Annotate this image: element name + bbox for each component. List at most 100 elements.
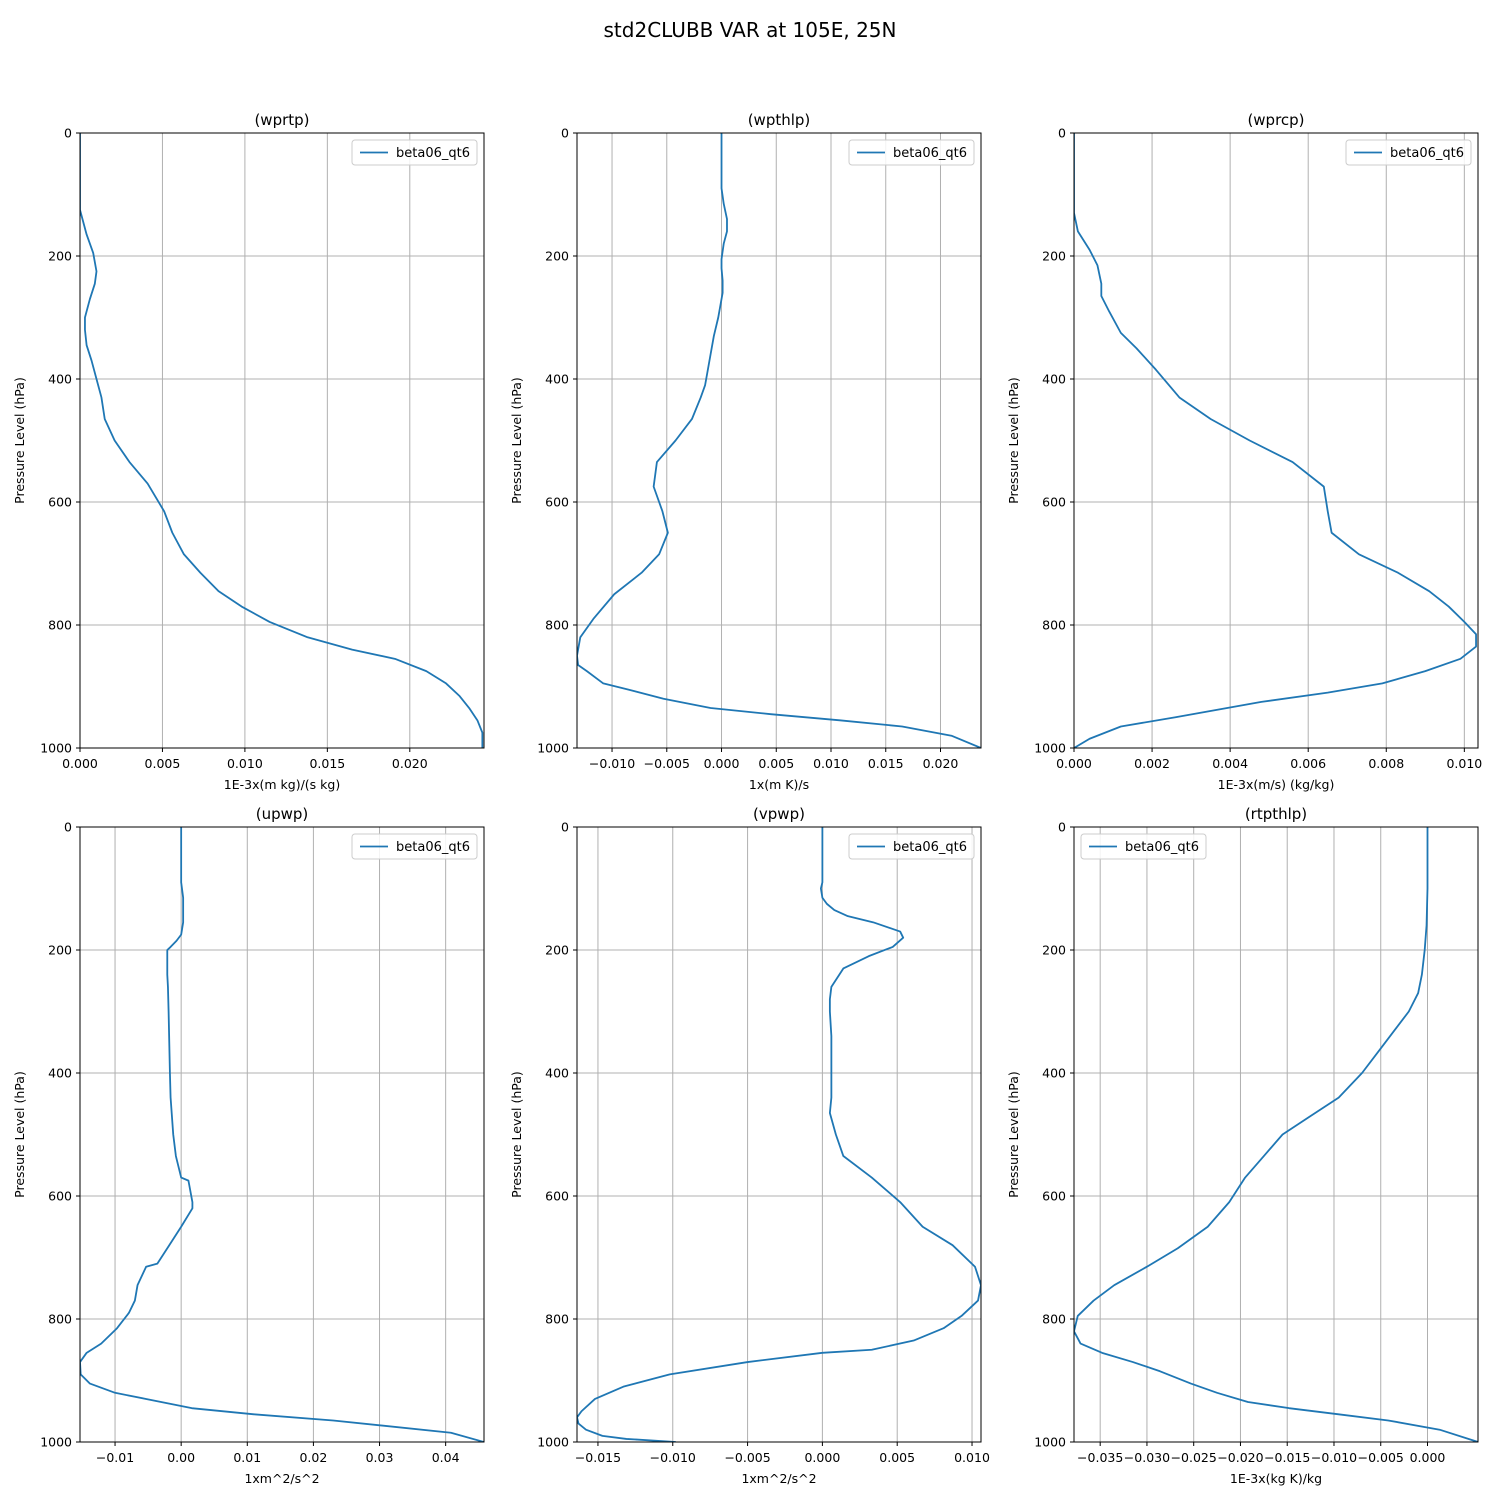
y-tick-label: 800 [545, 618, 569, 633]
legend-label: beta06_qt6 [893, 146, 967, 161]
y-tick-label: 400 [1042, 372, 1066, 387]
axes-frame [576, 132, 982, 749]
x-tick-label: 0.01 [233, 1450, 261, 1465]
legend-box [848, 833, 975, 860]
x-tick-label: 0.010 [1446, 756, 1482, 771]
y-tick-label: 200 [48, 249, 72, 264]
x-tick-label: 0.000 [1056, 756, 1092, 771]
legend: beta06_qt6 [351, 833, 478, 860]
y-axis-label: Pressure Level (hPa) [1006, 377, 1021, 504]
x-tick-label: −0.005 [644, 756, 690, 771]
x-tick-label: 0.010 [227, 756, 263, 771]
y-tick-label: 200 [545, 249, 569, 264]
x-tick-label: 0.000 [804, 1450, 840, 1465]
x-tick-label: 0.005 [145, 756, 181, 771]
x-tick-label: −0.010 [650, 1450, 696, 1465]
x-axis-label: 1xm^2/s^2 [741, 1471, 816, 1486]
x-tick-label: −0.035 [1077, 1450, 1123, 1465]
x-axis-label: 1x(m K)/s [749, 777, 809, 792]
y-tick-label: 400 [48, 372, 72, 387]
x-axis-label: 1xm^2/s^2 [244, 1471, 319, 1486]
axes-frame [79, 826, 485, 1443]
y-tick-label: 0 [64, 126, 72, 141]
x-tick-label: 0.015 [868, 756, 904, 771]
y-tick-label: 600 [545, 1189, 569, 1204]
x-tick-label: 0.010 [954, 1450, 990, 1465]
legend-box [1080, 833, 1207, 860]
x-axis-label: 1E-3x(m/s) (kg/kg) [1218, 777, 1335, 792]
subplot-1: 0.000 0.005 0.010 0.015 0.020 0 200 400 600 800 10… [12, 111, 485, 792]
y-axis-label: Pressure Level (hPa) [509, 1071, 524, 1198]
x-tick-label: 0.000 [62, 756, 98, 771]
subplot-title: (wpthlp) [748, 111, 811, 129]
series-line-beta06_qt6 [80, 827, 484, 1442]
y-tick-label: 600 [545, 495, 569, 510]
axes-frame [1073, 826, 1479, 1443]
x-tick-label: −0.01 [96, 1450, 134, 1465]
x-tick-label: 0.008 [1368, 756, 1404, 771]
x-tick-label: 0.005 [758, 756, 794, 771]
legend-box [351, 139, 478, 166]
y-tick-label: 0 [561, 126, 569, 141]
x-tick-label: −0.005 [1358, 1450, 1404, 1465]
x-tick-label: 0.02 [299, 1450, 327, 1465]
x-tick-label: 0.00 [167, 1450, 195, 1465]
legend: beta06_qt6 [848, 139, 975, 166]
x-tick-label: 0.000 [1410, 1450, 1446, 1465]
y-tick-label: 200 [545, 943, 569, 958]
x-tick-label: −0.010 [589, 756, 635, 771]
x-tick-label: 0.020 [923, 756, 959, 771]
y-tick-label: 400 [545, 372, 569, 387]
y-tick-label: 800 [1042, 1312, 1066, 1327]
x-tick-label: −0.025 [1171, 1450, 1217, 1465]
x-tick-label: −0.020 [1217, 1450, 1263, 1465]
x-tick-label: 0.010 [813, 756, 849, 771]
y-tick-label: 200 [1042, 249, 1066, 264]
y-tick-label: 1000 [537, 1435, 569, 1450]
series-line-beta06_qt6 [577, 133, 981, 748]
x-tick-label: 0.03 [366, 1450, 394, 1465]
x-tick-label: −0.030 [1124, 1450, 1170, 1465]
subplot-3: 0.000 0.002 0.004 0.006 0.008 0.010 0 200 400 600… [1006, 111, 1482, 792]
x-axis-label: 1E-3x(m kg)/(s kg) [224, 777, 340, 792]
subplot-title: (upwp) [256, 805, 309, 823]
y-tick-label: 600 [1042, 1189, 1066, 1204]
x-tick-label: 0.002 [1134, 756, 1170, 771]
y-tick-label: 400 [48, 1066, 72, 1081]
x-tick-label: 0.006 [1290, 756, 1326, 771]
y-tick-label: 600 [1042, 495, 1066, 510]
y-tick-label: 800 [48, 1312, 72, 1327]
series-line-beta06_qt6 [577, 827, 981, 1442]
y-tick-label: 400 [545, 1066, 569, 1081]
y-tick-label: 600 [48, 495, 72, 510]
x-tick-label: −0.005 [724, 1450, 770, 1465]
x-tick-label: 0.015 [309, 756, 345, 771]
subplot-title: (rtpthlp) [1245, 805, 1307, 823]
x-tick-label: 0.04 [432, 1450, 460, 1465]
y-tick-label: 200 [48, 943, 72, 958]
legend-box [848, 139, 975, 166]
y-tick-label: 0 [1058, 820, 1066, 835]
y-tick-label: 1000 [537, 741, 569, 756]
subplot-2: −0.010 −0.005 0.000 0.005 0.010 0.015 0.020 0 20… [509, 111, 982, 792]
y-axis-label: Pressure Level (hPa) [12, 377, 27, 504]
subplot-title: (vpwp) [753, 805, 805, 823]
y-axis-label: Pressure Level (hPa) [509, 377, 524, 504]
x-tick-label: −0.015 [575, 1450, 621, 1465]
subplot-4: −0.01 0.00 0.01 0.02 0.03 0.04 0 200 400 600 800 10… [12, 805, 485, 1486]
legend-box [351, 833, 478, 860]
legend: beta06_qt6 [848, 833, 975, 860]
y-tick-label: 800 [48, 618, 72, 633]
legend-label: beta06_qt6 [893, 840, 967, 855]
x-tick-label: −0.015 [1264, 1450, 1310, 1465]
x-tick-label: 0.000 [704, 756, 740, 771]
legend: beta06_qt6 [351, 139, 478, 166]
series-line-beta06_qt6 [1074, 133, 1477, 748]
legend-box [1345, 139, 1472, 166]
y-tick-label: 400 [1042, 1066, 1066, 1081]
subplot-title: (wprtp) [254, 111, 309, 129]
legend-label: beta06_qt6 [1125, 840, 1199, 855]
y-tick-label: 0 [561, 820, 569, 835]
legend-label: beta06_qt6 [396, 840, 470, 855]
y-axis-label: Pressure Level (hPa) [12, 1071, 27, 1198]
